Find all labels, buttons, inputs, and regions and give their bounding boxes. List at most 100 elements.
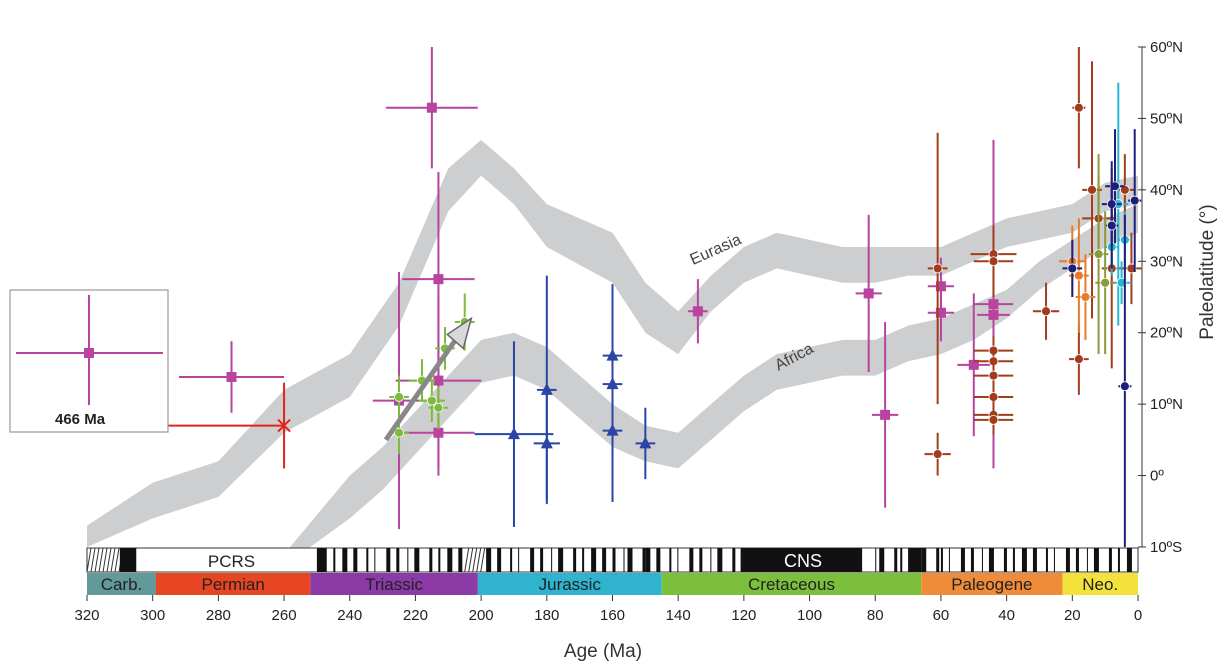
polarity-block [908,548,922,572]
data-point [932,449,943,460]
x-axis: 320 300 280 260 240 220 200 180 160 140 120 100 80 60… [74,595,1142,624]
polarity-stripe [1021,548,1027,572]
polarity-stripe [1012,548,1015,572]
polarity-stripe [602,548,607,572]
polarity-stripe [900,548,903,572]
data-point [394,427,404,438]
polarity-label-bg [197,550,266,570]
polarity-timescale: PCRS CNS [86,547,1139,573]
x-tick-label: 140 [666,607,691,624]
polarity-hatch [472,547,478,573]
y-tick-label: 40ºN [1150,182,1183,199]
polarity-stripe [960,548,965,572]
polarity-stripe [642,548,646,572]
polarity-hatch [106,547,112,573]
data-point [1067,263,1078,274]
polarity-stripe [374,548,376,572]
x-tick-label: 240 [337,607,362,624]
polarity-stripe [656,548,661,572]
data-point [1080,292,1091,302]
polarity-stripe [396,548,400,572]
data-point [394,392,404,402]
polarity-label: CNS [784,551,822,571]
data-point [1100,277,1111,288]
x-tick-label: 160 [600,607,625,624]
polarity-stripe [591,548,597,572]
period-bar [87,573,156,595]
data-point [988,392,999,402]
data-point [540,436,553,449]
polarity-stripe [879,548,885,572]
polarity-stripe [333,548,336,572]
polarity-stripe [558,548,564,572]
polarity-stripe [921,548,927,572]
polarity-stripe [981,548,983,572]
data-point [1116,277,1127,288]
polarity-stripe [407,548,409,572]
period-bar [310,573,478,595]
polarity-stripe [353,548,358,572]
polarity-stripe [518,548,520,572]
polarity-hatch [98,547,104,573]
data-point [433,375,444,386]
polarity-hatch [476,547,482,573]
x-tick-label: 60 [933,607,950,624]
polarity-stripe [623,548,625,572]
polarity-stripe [1075,548,1079,572]
polarity-stripe [677,548,679,572]
period-bar [477,573,662,595]
polarity-stripe [948,548,950,572]
polarity-stripe [429,548,433,572]
y-tick-label: 0º [1150,468,1164,485]
x-tick-label: 300 [140,607,165,624]
period-bar [1062,573,1138,595]
x-tick-label: 0 [1134,607,1142,624]
data-point [1106,220,1117,231]
data-point [426,102,437,113]
polarity-hatch [114,547,120,573]
inset-marker [84,348,94,358]
data-point [433,274,444,285]
data-point [692,306,703,317]
x-tick-label: 320 [74,607,99,624]
polarity-stripe [582,548,585,572]
x-tick-label: 100 [797,607,822,624]
polarity-stripe [612,548,616,572]
polarity-stripe [940,548,943,572]
polarity-stripe [540,548,544,572]
polarity-stripe [458,548,463,572]
x-tick-label: 260 [272,607,297,624]
geologic-periods: Carb. Permian Triassic Jurassic Cretaceous Pa… [87,573,1138,595]
period-bar [661,573,922,595]
polarity-hatch [480,547,486,573]
polarity-hatch [94,547,100,573]
polarity-stripe [1045,548,1048,572]
polarity-stripe [1108,548,1112,572]
data-point [1041,306,1051,317]
polarity-stripe [1032,548,1037,572]
data-point [639,436,652,449]
data-point [988,414,999,425]
data-series [87,47,1142,547]
data-point [1073,270,1084,281]
data-point [226,372,237,382]
y-tick-label: 60ºN [1150,39,1183,56]
y-axis: 60ºN 50ºN 40ºN 30ºN 20ºN 10ºN 0º 10ºS [1138,39,1183,556]
x-axis-label: Age (Ma) [564,641,642,662]
polarity-stripe [875,548,877,572]
polarity-hatch [468,547,474,573]
polarity-hatch [90,547,96,573]
data-point [935,307,946,318]
x-tick-label: 20 [1064,607,1081,624]
data-point [1110,181,1120,192]
polarity-stripe [1117,548,1120,572]
x-tick-label: 200 [469,607,494,624]
y-tick-label: 30ºN [1150,253,1183,270]
polarity-stripe [669,548,672,572]
polarity-block [316,548,327,572]
x-tick-label: 220 [403,607,428,624]
period-label: Triassic [365,575,423,594]
data-point [433,427,444,438]
polarity-stripe [1093,548,1099,572]
